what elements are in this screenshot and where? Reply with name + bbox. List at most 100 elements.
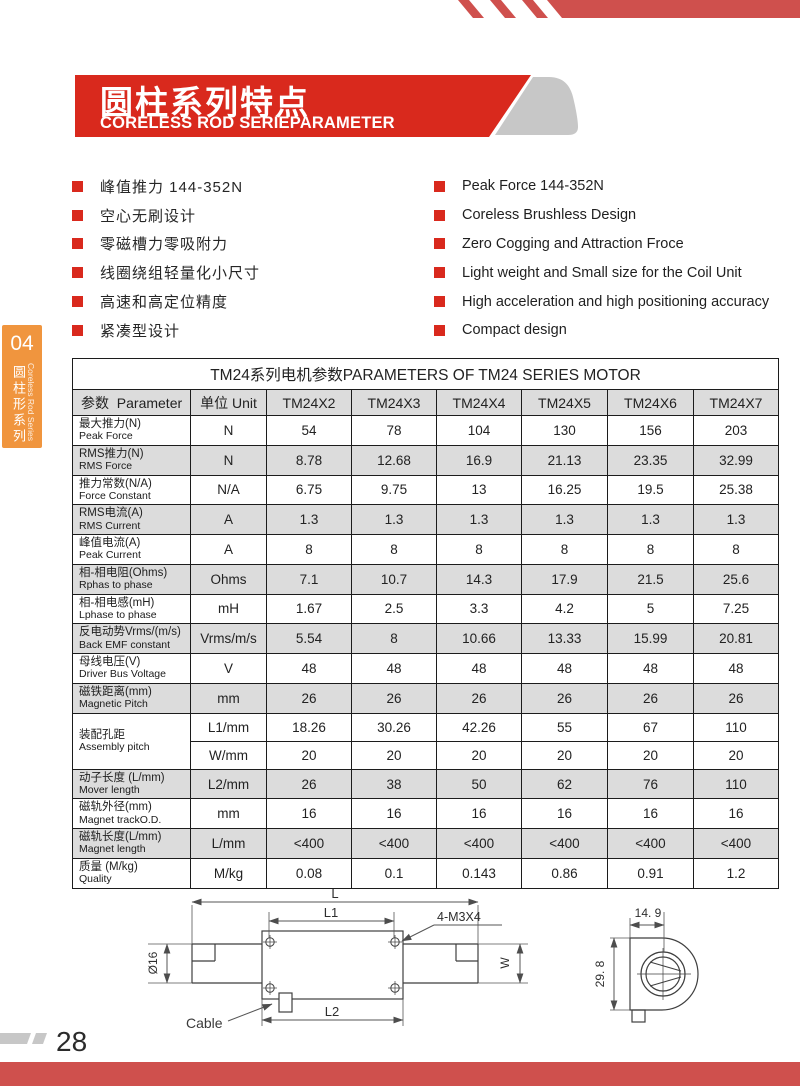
value-cell: 50: [436, 768, 522, 800]
page-number: 28: [56, 1026, 88, 1057]
value-cell: 25.6: [693, 563, 779, 595]
table-row: 动子长度 (L/mm) Mover length L2/mm 26 38 50 62 76 11…: [72, 768, 779, 800]
list-item: 空心无刷设计: [72, 201, 260, 230]
value-cell: 62: [521, 768, 608, 800]
param-label-en: Magnet trackO.D.: [79, 813, 162, 826]
param-label-en: Quality: [79, 873, 112, 886]
value-cell: 7.1: [266, 563, 352, 595]
feature-list-en: Peak Force 144-352N Coreless Brushless D…: [434, 172, 769, 345]
value-cell: 32.99: [693, 444, 779, 476]
param-label-zh: 相-相电感(mH): [79, 596, 155, 609]
unit-cell: A: [190, 534, 267, 565]
table-row: 磁铁距离(mm) Magnetic Pitch mm 26 26 26 26 26 26: [72, 682, 779, 714]
value-cell: 12.68: [351, 444, 437, 476]
list-item: Peak Force 144-352N: [434, 172, 769, 201]
feature-text: 峰值推力 144-352N: [100, 178, 244, 196]
table-title-row: TM24系列电机参数PARAMETERS OF TM24 SERIES MOTO…: [72, 358, 779, 390]
value-cell: 48: [693, 653, 779, 684]
dim-label-width: 14. 9: [635, 906, 662, 920]
unit-cell: mm: [190, 682, 267, 714]
diagonal-stripe: [458, 0, 484, 18]
value-cell: 8: [266, 534, 352, 565]
list-item: 线圈绕组轻量化小尺寸: [72, 258, 260, 287]
value-cell: 16: [693, 798, 779, 830]
value-cell: 8.78: [266, 444, 352, 476]
unit-cell: L1/mm: [190, 712, 267, 742]
table-row: 磁轨外径(mm) Magnet trackO.D. mm 16 16 16 16 16 16: [72, 798, 779, 830]
list-item: Zero Cogging and Attraction Froce: [434, 230, 769, 259]
value-cell: <400: [607, 828, 694, 859]
value-cell: 48: [266, 653, 352, 684]
motor-parameters-table: TM24系列电机参数PARAMETERS OF TM24 SERIES MOTO…: [72, 358, 779, 889]
column-header-unit: 单位 Unit: [190, 389, 267, 416]
list-item: 峰值推力 144-352N: [72, 172, 260, 201]
feature-text: 高速和高定位精度: [100, 294, 229, 312]
value-cell: 8: [693, 534, 779, 565]
technical-drawings: L L1 L2 Ø16 W 4-M3X4 Cable 14. 9 29. 8: [146, 888, 699, 1031]
value-cell: 26: [351, 682, 437, 714]
banner-red-shape: [75, 75, 531, 137]
feature-text: Compact design: [462, 322, 567, 339]
param-label-zh: 母线电压(V): [79, 656, 141, 669]
value-cell: 78: [351, 415, 437, 446]
unit-cell: L2/mm: [190, 768, 267, 800]
value-cell: 8: [607, 534, 694, 565]
param-cell: 相-相电感(mH) Lphase to phase: [72, 593, 191, 625]
value-cell: 48: [436, 653, 522, 684]
value-cell: 15.99: [607, 623, 694, 655]
footer-red-bar: [0, 1062, 800, 1086]
value-cell: 110: [693, 712, 779, 742]
value-cell: 13.33: [521, 623, 608, 655]
dim-label-l2: L2: [325, 1004, 339, 1019]
end-view-dimensions: [610, 912, 665, 1011]
unit-cell: Ohms: [190, 563, 267, 595]
cable-label: Cable: [186, 1015, 223, 1031]
value-cell: 26: [436, 682, 522, 714]
param-label-en: RMS Current: [79, 519, 141, 532]
section-banner: 圆柱系列特点 CORELESS ROD SERIEPARAMETER: [75, 75, 580, 137]
top-red-decoration: [458, 0, 800, 18]
param-label-zh: 相-相电阻(Ohms): [79, 566, 168, 579]
table-row: RMS推力(N) RMS Force N 8.78 12.68 16.9 21.13 23.3…: [72, 444, 779, 476]
value-cell: <400: [266, 828, 352, 859]
list-item: Coreless Brushless Design: [434, 201, 769, 230]
bullet-square-icon: [434, 238, 445, 250]
value-cell: 10.66: [436, 623, 522, 655]
table-row: 推力常数(N/A) Force Constant N/A 6.75 9.75 13 16.2…: [72, 474, 779, 506]
value-cell: 1.3: [266, 504, 352, 536]
value-cell: 26: [521, 682, 608, 714]
list-item: 高速和高定位精度: [72, 287, 260, 316]
value-cell: 48: [351, 653, 437, 684]
diagonal-stripe: [490, 0, 516, 18]
column-header-model: TM24X2: [266, 389, 352, 416]
table-title: TM24系列电机参数PARAMETERS OF TM24 SERIES MOTO…: [72, 358, 779, 390]
param-label-en: Driver Bus Voltage: [79, 668, 166, 681]
param-label-zh: 峰值电流(A): [79, 537, 141, 550]
value-cell: 48: [607, 653, 694, 684]
value-cell: 20: [351, 740, 437, 770]
table-row: RMS电流(A) RMS Current A 1.3 1.3 1.3 1.3 1.3 1.3: [72, 504, 779, 536]
feature-text: Peak Force 144-352N: [462, 178, 604, 195]
table-row: 反电动势Vrms/(m/s) Back EMF constant Vrms/m/s 5…: [72, 623, 779, 655]
param-cell: 反电动势Vrms/(m/s) Back EMF constant: [72, 623, 191, 655]
dim-label-height: 29. 8: [593, 960, 607, 987]
value-cell: 0.1: [351, 857, 437, 889]
value-cell: 26: [693, 682, 779, 714]
value-cell: 1.3: [521, 504, 608, 536]
param-label-en: Peak Current: [79, 549, 141, 562]
value-cell: 67: [607, 712, 694, 742]
param-cell: 峰值电流(A) Peak Current: [72, 534, 191, 565]
diagonal-stripe: [32, 1033, 47, 1044]
value-cell: 8: [436, 534, 522, 565]
param-cell: 磁轨外径(mm) Magnet trackO.D.: [72, 798, 191, 830]
bullet-square-icon: [72, 267, 83, 279]
value-cell: 8: [351, 534, 437, 565]
feature-text: Light weight and Small size for the Coil…: [462, 264, 742, 281]
dim-label-w: W: [498, 957, 512, 969]
value-cell: 8: [521, 534, 608, 565]
param-label-en: Lphase to phase: [79, 608, 157, 621]
value-cell: 20: [607, 740, 694, 770]
mover-body: [261, 930, 404, 1000]
unit-cell: A: [190, 504, 267, 536]
value-cell: 54: [266, 415, 352, 446]
